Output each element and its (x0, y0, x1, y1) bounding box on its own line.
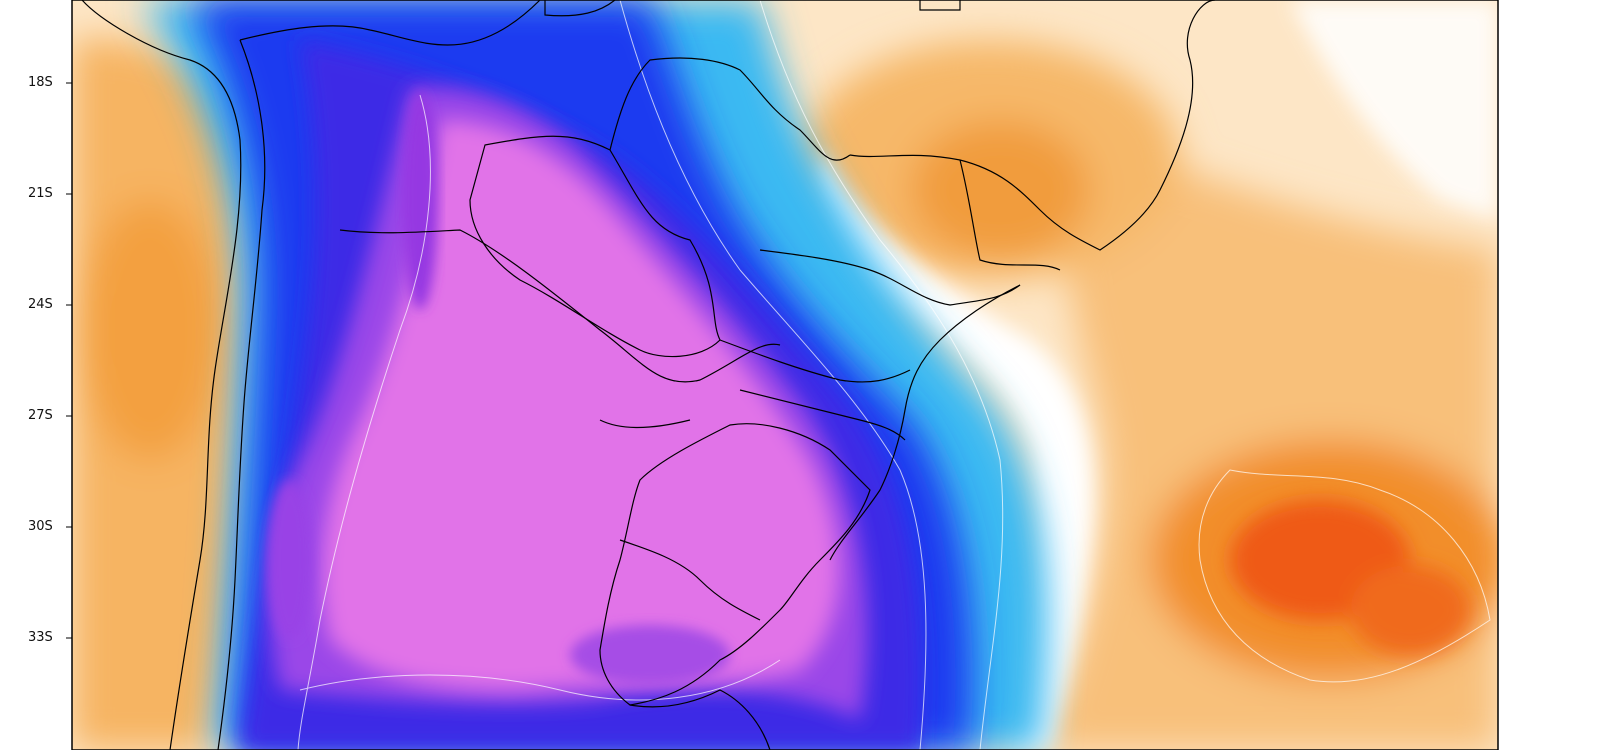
coast-uruguay-south (629, 689, 771, 750)
lat-label-21s: 21S (28, 186, 53, 201)
magenta-pocket (570, 625, 730, 685)
border-argentina-north (339, 229, 781, 383)
border-minas (959, 159, 1061, 271)
brazil-warm-core (910, 120, 1090, 260)
cold-magenta (321, 120, 839, 690)
coastline-pacific (81, 0, 242, 750)
neutral-offshore (1290, 0, 1498, 220)
violet-strip-andes (268, 480, 312, 640)
border-sc-rs (739, 389, 906, 441)
lat-label-18s: 18S (28, 75, 53, 90)
anomaly-field (72, 0, 1498, 750)
lat-ticks (66, 82, 72, 639)
border-top-box-2 (919, 0, 961, 11)
border-argentina-inner (599, 419, 691, 429)
lat-label-30s: 30S (28, 519, 53, 534)
lat-label-27s: 27S (28, 408, 53, 423)
border-top-box (544, 0, 616, 17)
lat-label-33s: 33S (28, 630, 53, 645)
border-parana-sc (719, 339, 911, 383)
violet-strip-west (402, 90, 438, 310)
border-brazil-states (849, 0, 1216, 251)
border-uruguay (599, 423, 871, 706)
lat-label-24s: 24S (28, 297, 53, 312)
contour-lines (297, 0, 1491, 750)
map-frame (71, 0, 1499, 750)
political-borders (81, 0, 1216, 750)
border-brazil-west (609, 57, 851, 161)
pacific-warm-core (80, 200, 220, 460)
coast-brazil-south (829, 284, 1021, 561)
border-bolivia (239, 0, 541, 46)
atlantic-hot-core-2 (1350, 565, 1470, 655)
border-chile-argentina (217, 39, 266, 750)
border-uruguay-inner (619, 539, 761, 621)
border-saopaulo (759, 249, 1021, 306)
